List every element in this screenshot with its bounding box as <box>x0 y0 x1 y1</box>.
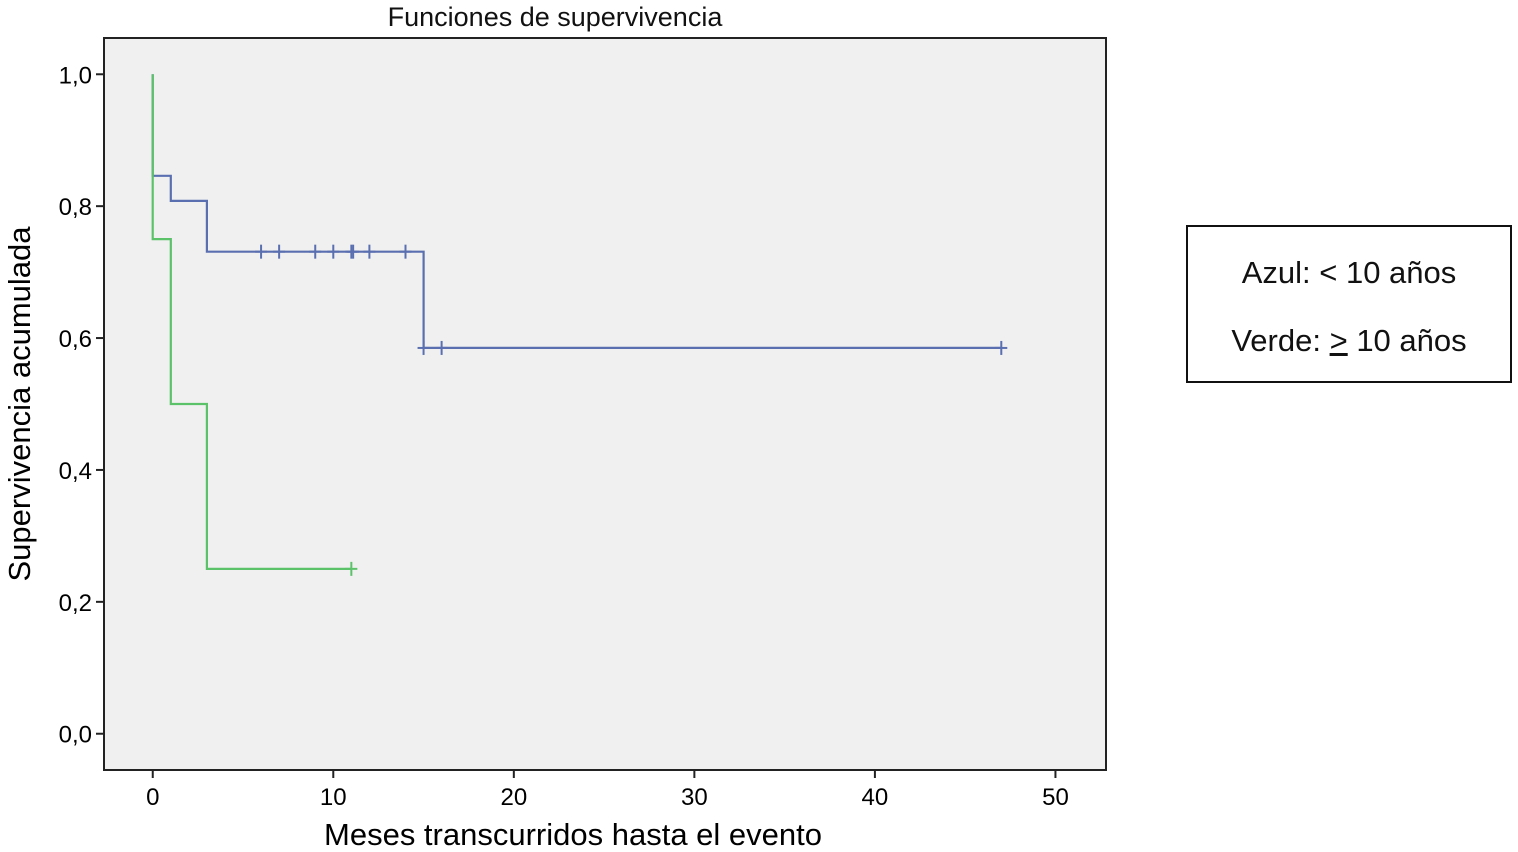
y-tick-label: 0,8 <box>59 194 92 221</box>
greater-equal-symbol: > <box>1329 323 1348 358</box>
y-tick-label: 1,0 <box>59 62 92 89</box>
x-tick-label: 50 <box>1042 784 1069 811</box>
legend-green-prefix: Verde: <box>1231 323 1330 358</box>
legend-blue-entry: Azul: < 10 años <box>1241 255 1457 290</box>
censor-mark-0 <box>363 244 376 259</box>
y-tick-label: 0,0 <box>59 722 92 749</box>
x-tick-label: 30 <box>681 784 708 811</box>
plot-area <box>103 37 1107 771</box>
censor-mark-0 <box>255 244 268 259</box>
y-tick-label: 0,6 <box>59 326 92 353</box>
x-tick-label: 20 <box>500 784 527 811</box>
censor-mark-0 <box>399 244 412 259</box>
censor-mark-0 <box>435 340 448 355</box>
y-tick-label: 0,2 <box>59 590 92 617</box>
legend-green-suffix: 10 años <box>1347 323 1467 358</box>
x-axis-label: Meses transcurridos hasta el evento <box>324 817 822 852</box>
censor-mark-1 <box>345 561 358 576</box>
y-tick-label: 0,4 <box>59 458 92 485</box>
censor-mark-0 <box>347 244 360 259</box>
legend-box: Azul: < 10 años Verde: > 10 años <box>1186 225 1512 383</box>
censor-mark-0 <box>309 244 322 259</box>
x-tick-label: 10 <box>320 784 347 811</box>
x-tick-label: 0 <box>146 784 159 811</box>
series-step-line-1 <box>151 74 352 571</box>
legend-green-entry: Verde: > 10 años <box>1188 323 1510 359</box>
x-tick-label: 40 <box>862 784 889 811</box>
censor-mark-0 <box>273 244 286 259</box>
censor-mark-0 <box>327 244 340 259</box>
censor-mark-0 <box>995 340 1008 355</box>
y-axis-label: Supervivencia acumulada <box>2 226 37 582</box>
series-step-line-0 <box>151 74 1002 349</box>
censor-mark-0 <box>417 340 430 355</box>
chart-title: Funciones de supervivencia <box>387 2 723 32</box>
